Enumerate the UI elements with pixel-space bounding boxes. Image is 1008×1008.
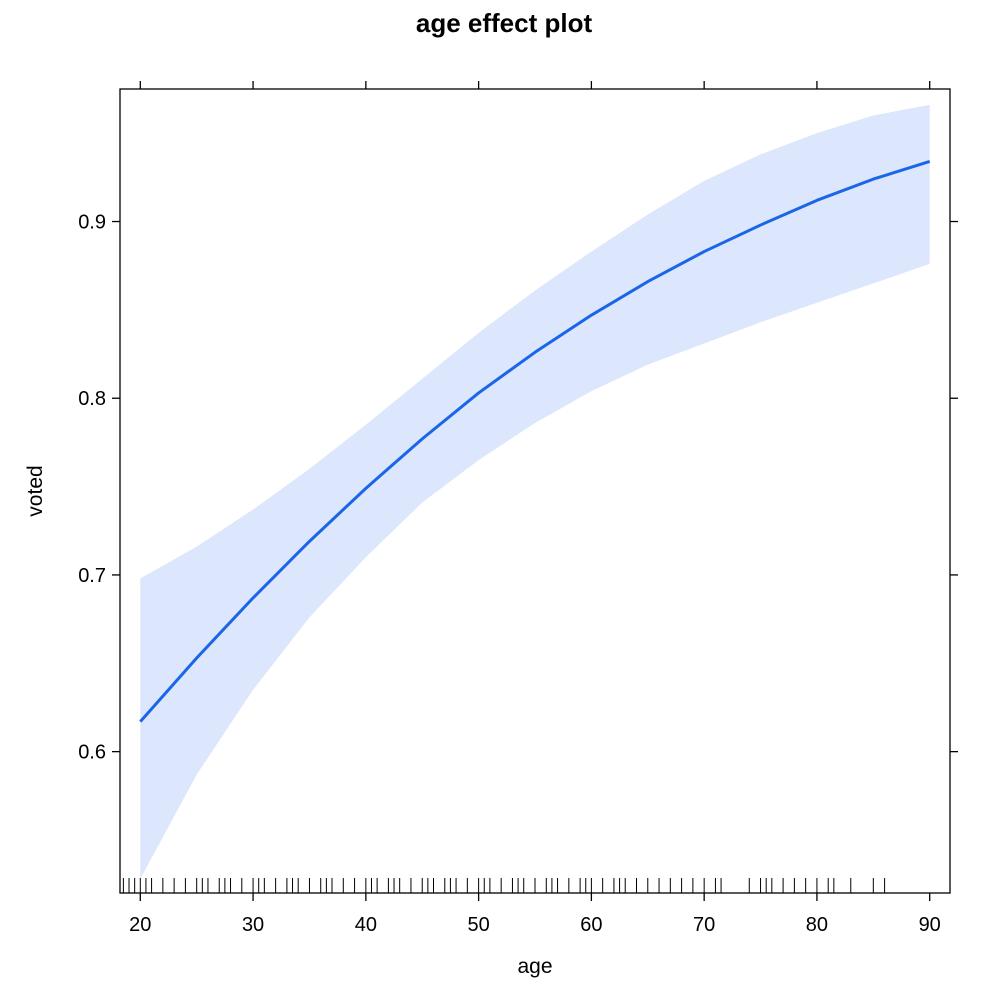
- fit-line: [139, 160, 931, 723]
- y-tick-label: 0.7: [78, 565, 106, 587]
- confidence-band: [140, 104, 930, 879]
- x-tick-label: 80: [806, 914, 828, 936]
- y-axis-label: voted: [24, 465, 47, 516]
- chart-title: age effect plot: [416, 8, 593, 38]
- axis-ticks: 20 30 40 50 60 70 80 90 0.6 0.7 0.8 0.9: [78, 81, 958, 936]
- y-tick-label: 0.8: [78, 388, 106, 410]
- x-tick-label: 60: [580, 914, 602, 936]
- plot-area: [139, 104, 931, 879]
- x-tick-label: 70: [693, 914, 715, 936]
- rug-marks: [122, 878, 886, 893]
- plot-frame: [119, 88, 951, 894]
- x-tick-label: 90: [919, 914, 941, 936]
- y-tick-label: 0.6: [78, 742, 106, 764]
- x-axis-label: age: [517, 955, 552, 978]
- y-tick-label: 0.9: [78, 212, 106, 234]
- x-tick-label: 50: [467, 914, 489, 936]
- x-tick-label: 30: [242, 914, 264, 936]
- x-tick-label: 40: [355, 914, 377, 936]
- x-tick-label: 20: [129, 914, 151, 936]
